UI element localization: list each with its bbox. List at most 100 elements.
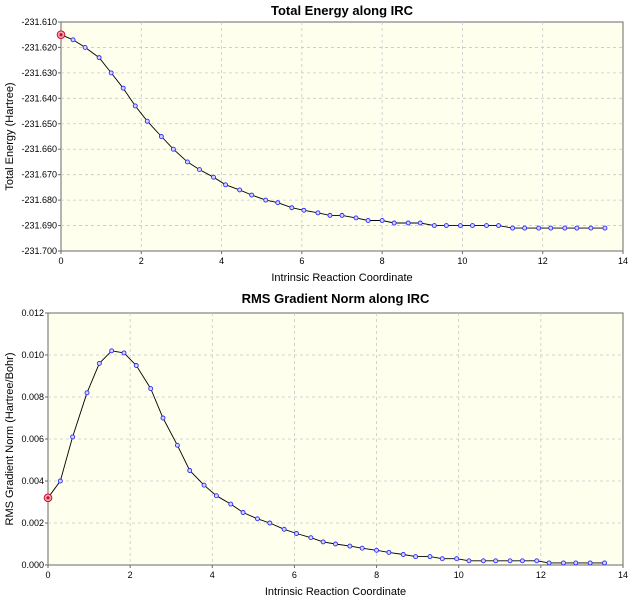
chart2-x-tick-label: 14 xyxy=(618,570,628,580)
chart1-data-point xyxy=(237,187,243,193)
chart2-y-tick-label: 0.004 xyxy=(21,476,44,486)
chart1-data-point xyxy=(365,218,371,223)
chart2-data-point xyxy=(333,541,338,547)
chart2-y-tick-label: 0.010 xyxy=(21,350,44,360)
chart1-data-point xyxy=(522,225,528,231)
chart1-data-point xyxy=(70,37,76,43)
chart2-data-point xyxy=(228,501,234,507)
chart2-data-point xyxy=(386,549,392,555)
chart2-y-tick-label: 0.008 xyxy=(21,392,44,402)
chart2-data-point xyxy=(320,539,326,545)
chart2-data-point xyxy=(133,363,139,368)
chart2-data-point xyxy=(308,535,314,541)
chart1-data-point xyxy=(379,218,385,223)
chart2-data-point xyxy=(255,516,260,522)
chart2-y-tick-label: 0.000 xyxy=(21,560,44,570)
chart2-data-point xyxy=(201,482,207,488)
chart2-data-point xyxy=(507,558,513,564)
chart1-data-point xyxy=(327,212,333,218)
chart2-data-point xyxy=(439,556,445,562)
chart1-data-point xyxy=(120,85,126,91)
chart2-data-point xyxy=(121,350,127,356)
chart1-data-point xyxy=(184,159,190,165)
chart1-data-point xyxy=(339,212,345,218)
chart2-data-point xyxy=(454,556,460,562)
chart2-data-point xyxy=(109,348,115,354)
chart1-data-point xyxy=(249,192,255,198)
chart1-x-axis-label: Intrinsic Reaction Coordinate xyxy=(271,272,412,284)
chart2-data-point xyxy=(160,415,166,421)
chart2-data-point xyxy=(534,558,540,564)
chart1-y-tick-label: -231.700 xyxy=(21,246,57,256)
chart1-data-point xyxy=(602,225,608,231)
chart1-data-point xyxy=(82,44,88,50)
chart1-y-tick-label: -231.670 xyxy=(21,170,57,180)
chart2-data-point xyxy=(413,554,419,560)
chart2-data-point xyxy=(587,560,593,566)
chart2-data-point xyxy=(213,493,219,499)
chart1-data-point xyxy=(443,223,449,229)
chart2-data-point xyxy=(57,478,63,484)
chart1-data-point xyxy=(510,225,516,231)
chart2-plot-area xyxy=(47,312,624,566)
chart2-x-tick-label: 4 xyxy=(210,570,215,580)
chart2-data-point xyxy=(174,442,180,448)
chart2-y-tick-label: 0.002 xyxy=(21,518,44,528)
chart2-data-point xyxy=(187,468,193,473)
chart2-data-point xyxy=(148,386,154,392)
chart2-data-point xyxy=(347,543,353,549)
chart1-x-tick-label: 4 xyxy=(219,256,224,266)
chart1-data-point xyxy=(574,225,580,231)
chart2-data-point xyxy=(240,510,246,515)
chart2-data-point xyxy=(560,560,566,566)
chart2-y-axis-label: RMS Gradient Norm (Hartree/Bohr) xyxy=(4,353,16,526)
chart2-data-point xyxy=(427,554,433,560)
chart1-data-point xyxy=(536,225,542,231)
chart1-y-tick-label: -231.660 xyxy=(21,144,57,154)
chart2-highlighted-point-core xyxy=(46,496,50,500)
chart1-data-point xyxy=(275,200,281,206)
chart1-data-point xyxy=(144,118,150,124)
chart2-x-tick-label: 0 xyxy=(45,570,50,580)
chart1-data-point xyxy=(391,220,397,226)
chart1-data-point xyxy=(108,70,114,76)
chart1-data-point xyxy=(315,210,321,216)
chart1-data-point xyxy=(263,197,269,203)
chart2-data-point xyxy=(546,560,552,566)
chart1-y-tick-label: -231.610 xyxy=(21,17,57,27)
chart2-x-tick-label: 6 xyxy=(292,570,297,580)
chart2-x-tick-label: 10 xyxy=(454,570,464,580)
chart2-data-point xyxy=(480,558,486,564)
chart2-data-point xyxy=(96,360,102,366)
chart2-data-point xyxy=(84,390,90,396)
chart1-y-tick-label: -231.680 xyxy=(21,195,57,205)
chart1-data-point xyxy=(197,167,202,173)
chart1-data-point xyxy=(405,220,411,226)
chart1-data-point xyxy=(158,134,164,139)
chart1-x-tick-label: 0 xyxy=(58,256,63,266)
chart1-data-point xyxy=(132,103,138,109)
chart2-y-tick-label: 0.006 xyxy=(21,434,44,444)
chart2-title: RMS Gradient Norm along IRC xyxy=(242,291,430,306)
chart1-data-point xyxy=(562,225,568,231)
chart1-data-point xyxy=(223,182,229,188)
chart1-data-point xyxy=(417,220,423,226)
chart2-x-tick-label: 2 xyxy=(128,570,133,580)
chart1-x-tick-label: 2 xyxy=(139,256,144,266)
chart1-data-point xyxy=(96,55,102,61)
chart1-data-point xyxy=(457,223,463,229)
chart1-data-point xyxy=(548,225,554,231)
chart2-data-point xyxy=(374,547,380,553)
chart2-data-point xyxy=(519,558,525,564)
chart1-highlighted-point-core xyxy=(59,33,63,37)
chart1-data-point xyxy=(484,223,489,229)
chart2-x-tick-label: 12 xyxy=(536,570,546,580)
chart1-y-tick-label: -231.690 xyxy=(21,221,57,231)
chart2-x-axis-label: Intrinsic Reaction Coordinate xyxy=(265,586,406,598)
chart1-data-point xyxy=(289,205,295,211)
chart1-y-axis-label: Total Energy (Hartree) xyxy=(4,82,16,190)
chart1-x-tick-label: 12 xyxy=(538,256,548,266)
chart1-data-point xyxy=(170,146,176,152)
chart1-y-tick-label: -231.640 xyxy=(21,93,57,103)
